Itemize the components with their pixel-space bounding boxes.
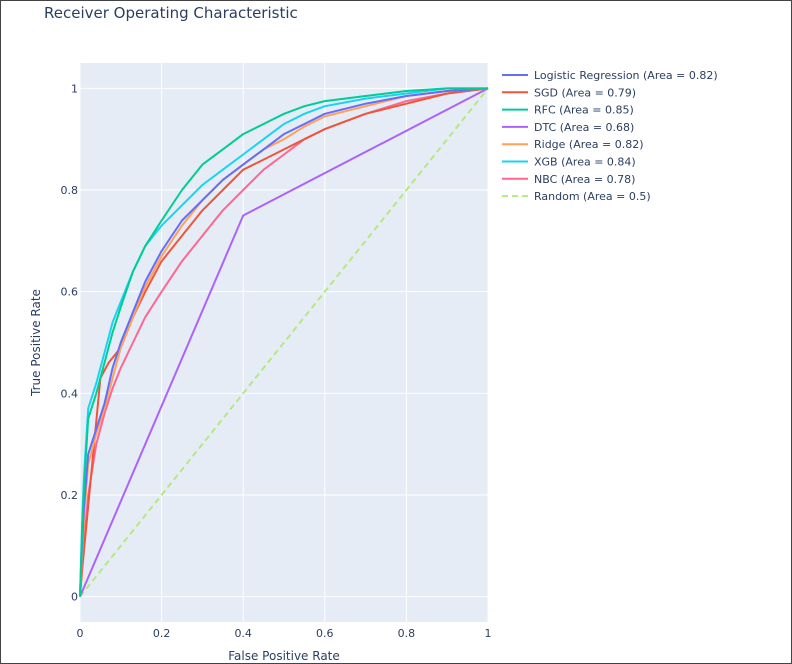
x-tick-label-5: 1 bbox=[485, 627, 492, 640]
series-line-3 bbox=[79, 87, 489, 597]
y-tick-label-3: 0.6 bbox=[61, 286, 79, 299]
legend-item-3[interactable]: DTC (Area = 0.68) bbox=[502, 121, 634, 134]
legend-label-0: Logistic Regression (Area = 0.82) bbox=[534, 69, 718, 82]
series-line-5 bbox=[79, 87, 488, 597]
y-axis-ticks: 0 0.2 0.4 0.6 0.8 1 bbox=[61, 82, 79, 603]
legend-item-0[interactable]: Logistic Regression (Area = 0.82) bbox=[502, 69, 718, 82]
x-axis-ticks: 0 0.2 0.4 0.6 0.8 1 bbox=[77, 627, 492, 640]
series-line-2 bbox=[79, 87, 488, 597]
legend-label-5: XGB (Area = 0.84) bbox=[534, 156, 636, 169]
legend-item-7[interactable]: Random (Area = 0.5) bbox=[502, 190, 651, 203]
legend-label-7: Random (Area = 0.5) bbox=[534, 190, 651, 203]
y-tick-label-1: 0.2 bbox=[61, 489, 79, 502]
legend-item-6[interactable]: NBC (Area = 0.78) bbox=[502, 173, 635, 186]
legend-label-4: Ridge (Area = 0.82) bbox=[534, 138, 644, 151]
y-tick-label-4: 0.8 bbox=[61, 184, 79, 197]
legend-label-6: NBC (Area = 0.78) bbox=[534, 173, 635, 186]
legend-label-2: RFC (Area = 0.85) bbox=[534, 104, 634, 117]
legend-label-1: SGD (Area = 0.79) bbox=[534, 86, 636, 99]
legend-item-5[interactable]: XGB (Area = 0.84) bbox=[502, 156, 636, 169]
y-axis-title: True Positive Rate bbox=[29, 289, 43, 397]
series-lines bbox=[79, 87, 489, 598]
x-tick-label-4: 0.8 bbox=[398, 627, 416, 640]
y-tick-label-2: 0.4 bbox=[61, 387, 79, 400]
legend-label-3: DTC (Area = 0.68) bbox=[534, 121, 634, 134]
chart-title: Receiver Operating Characteristic bbox=[44, 4, 298, 22]
series-line-1 bbox=[79, 87, 489, 597]
legend-item-2[interactable]: RFC (Area = 0.85) bbox=[502, 104, 634, 117]
series-line-0 bbox=[79, 87, 489, 597]
x-tick-label-2: 0.4 bbox=[234, 627, 252, 640]
series-line-7 bbox=[79, 87, 489, 598]
x-axis-title: False Positive Rate bbox=[228, 649, 340, 663]
grid-lines bbox=[79, 63, 489, 622]
series-line-4 bbox=[79, 87, 489, 597]
legend-item-1[interactable]: SGD (Area = 0.79) bbox=[502, 86, 636, 99]
y-tick-label-5: 1 bbox=[71, 82, 78, 95]
legend: Logistic Regression (Area = 0.82) SGD (Ar… bbox=[502, 69, 718, 203]
y-tick-label-0: 0 bbox=[71, 591, 78, 604]
x-tick-label-0: 0 bbox=[77, 627, 84, 640]
x-tick-label-1: 0.2 bbox=[153, 627, 171, 640]
legend-item-4[interactable]: Ridge (Area = 0.82) bbox=[502, 138, 644, 151]
x-tick-label-3: 0.6 bbox=[316, 627, 334, 640]
